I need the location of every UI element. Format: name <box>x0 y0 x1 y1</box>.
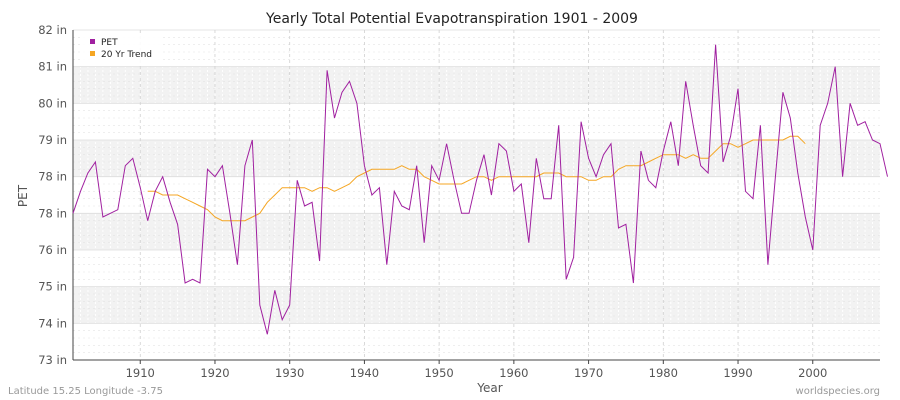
grid-lines <box>72 29 881 361</box>
legend-label-pet: PET <box>101 38 118 48</box>
legend-box <box>83 35 163 63</box>
y-tick-label: 75 in <box>38 280 67 294</box>
x-tick-label: 1990 <box>723 366 752 380</box>
x-tick-label: 1940 <box>350 366 379 380</box>
legend-swatch-20-yr-trend <box>90 51 95 56</box>
plot-band <box>73 103 880 140</box>
y-tick-label: 78 in <box>38 206 67 220</box>
x-tick-label: 1910 <box>126 366 155 380</box>
y-tick-label: 81 in <box>38 60 67 74</box>
y-tick-label: 82 in <box>38 23 67 37</box>
series-line-pet <box>72 44 888 335</box>
y-tick-label: 73 in <box>38 353 67 367</box>
x-tick-label: 1960 <box>499 366 528 380</box>
y-tick-labels: 73 in 74 in 75 in 76 in 78 in 78 in 79 in 80 in… <box>38 23 67 367</box>
footer-coordinates: Latitude 15.25 Longitude -3.75 <box>8 386 163 397</box>
series-line-20-yr-trend <box>147 135 806 222</box>
x-tick-label: 1930 <box>275 366 304 380</box>
x-tick-label: 2000 <box>798 366 827 380</box>
y-tick-label: 74 in <box>38 316 67 330</box>
plot-band <box>73 323 880 360</box>
chart-title: Yearly Total Potential Evapotranspiratio… <box>265 11 638 27</box>
legend-label-20-yr-trend: 20 Yr Trend <box>101 50 152 60</box>
plot-band <box>73 30 880 67</box>
x-axis-label: Year <box>476 381 502 395</box>
x-tick-label: 1980 <box>649 366 678 380</box>
x-tick-label: 1950 <box>424 366 453 380</box>
y-tick-label: 76 in <box>38 243 67 257</box>
legend: PET 20 Yr Trend <box>83 35 163 63</box>
plot-band <box>73 286 880 324</box>
x-tick-labels: 1910 1920 1930 1940 1950 1960 1970 1980 1990 2000 <box>126 360 827 380</box>
footer-source: worldspecies.org <box>796 386 880 397</box>
y-tick-label: 80 in <box>38 96 67 110</box>
x-tick-label: 1920 <box>200 366 229 380</box>
x-tick-label: 1970 <box>574 366 603 380</box>
plot-band <box>73 66 880 104</box>
plot-band <box>73 250 880 287</box>
legend-swatch-pet <box>90 39 95 44</box>
y-tick-label: 79 in <box>38 133 67 147</box>
y-axis-label: PET <box>16 184 30 207</box>
axes <box>72 30 880 361</box>
y-tick-label: 78 in <box>38 170 67 184</box>
